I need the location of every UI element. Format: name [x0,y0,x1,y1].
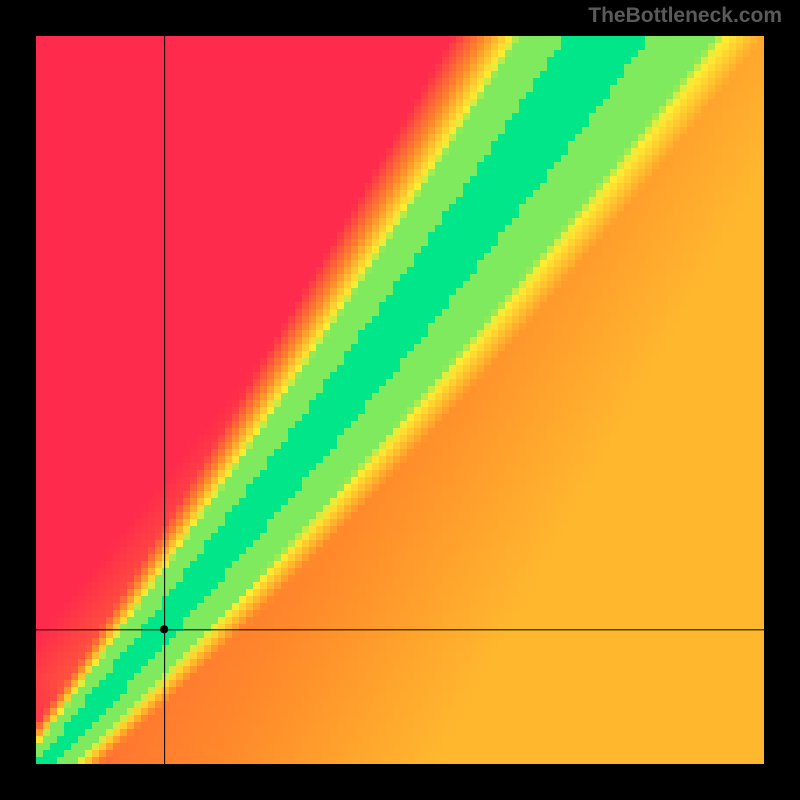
watermark-text: TheBottleneck.com [588,4,782,28]
heatmap-plot [36,36,764,764]
chart-frame: TheBottleneck.com [0,0,800,800]
heatmap-canvas [36,36,764,764]
